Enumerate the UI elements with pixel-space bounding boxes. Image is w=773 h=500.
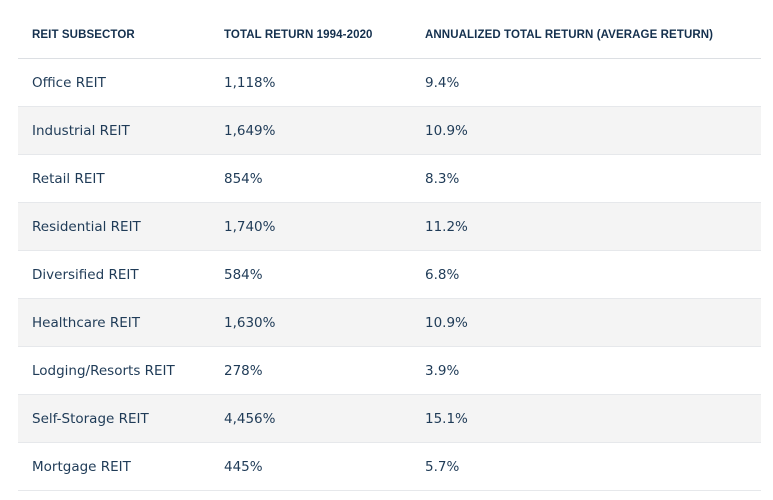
table-body: Office REIT 1,118% 9.4% Industrial REIT … xyxy=(18,58,761,491)
cell-total-return: 4,456% xyxy=(210,394,411,443)
table-row: Residential REIT 1,740% 11.2% xyxy=(18,202,761,251)
cell-annualized-return: 3.9% xyxy=(411,346,761,395)
cell-annualized-return: 6.8% xyxy=(411,250,761,299)
table-header: REIT SUBSECTOR TOTAL RETURN 1994-2020 AN… xyxy=(18,12,761,59)
table-row: Mortgage REIT 445% 5.7% xyxy=(18,442,761,491)
header-total-return: TOTAL RETURN 1994-2020 xyxy=(210,12,411,59)
cell-subsector: Mortgage REIT xyxy=(18,442,210,491)
cell-total-return: 584% xyxy=(210,250,411,299)
cell-subsector: Self-Storage REIT xyxy=(18,394,210,443)
cell-total-return: 278% xyxy=(210,346,411,395)
table-row: Lodging/Resorts REIT 278% 3.9% xyxy=(18,346,761,395)
header-row: REIT SUBSECTOR TOTAL RETURN 1994-2020 AN… xyxy=(18,12,761,59)
table-row: Office REIT 1,118% 9.4% xyxy=(18,58,761,107)
cell-total-return: 445% xyxy=(210,442,411,491)
cell-subsector: Lodging/Resorts REIT xyxy=(18,346,210,395)
cell-annualized-return: 10.9% xyxy=(411,298,761,347)
table-row: Self-Storage REIT 4,456% 15.1% xyxy=(18,394,761,443)
cell-annualized-return: 9.4% xyxy=(411,58,761,107)
header-annualized-return: ANNUALIZED TOTAL RETURN (AVERAGE RETURN) xyxy=(411,12,761,59)
cell-subsector: Office REIT xyxy=(18,58,210,107)
cell-annualized-return: 11.2% xyxy=(411,202,761,251)
cell-annualized-return: 5.7% xyxy=(411,442,761,491)
header-reit-subsector: REIT SUBSECTOR xyxy=(18,12,210,59)
cell-total-return: 1,740% xyxy=(210,202,411,251)
cell-subsector: Healthcare REIT xyxy=(18,298,210,347)
reit-returns-table-container: REIT SUBSECTOR TOTAL RETURN 1994-2020 AN… xyxy=(18,12,761,491)
cell-subsector: Residential REIT xyxy=(18,202,210,251)
cell-subsector: Retail REIT xyxy=(18,154,210,203)
cell-annualized-return: 8.3% xyxy=(411,154,761,203)
table-row: Industrial REIT 1,649% 10.9% xyxy=(18,106,761,155)
reit-returns-table: REIT SUBSECTOR TOTAL RETURN 1994-2020 AN… xyxy=(18,12,761,491)
table-row: Diversified REIT 584% 6.8% xyxy=(18,250,761,299)
cell-total-return: 1,630% xyxy=(210,298,411,347)
cell-total-return: 1,649% xyxy=(210,106,411,155)
table-row: Healthcare REIT 1,630% 10.9% xyxy=(18,298,761,347)
cell-annualized-return: 10.9% xyxy=(411,106,761,155)
cell-annualized-return: 15.1% xyxy=(411,394,761,443)
table-row: Retail REIT 854% 8.3% xyxy=(18,154,761,203)
cell-subsector: Industrial REIT xyxy=(18,106,210,155)
cell-total-return: 854% xyxy=(210,154,411,203)
cell-total-return: 1,118% xyxy=(210,58,411,107)
cell-subsector: Diversified REIT xyxy=(18,250,210,299)
